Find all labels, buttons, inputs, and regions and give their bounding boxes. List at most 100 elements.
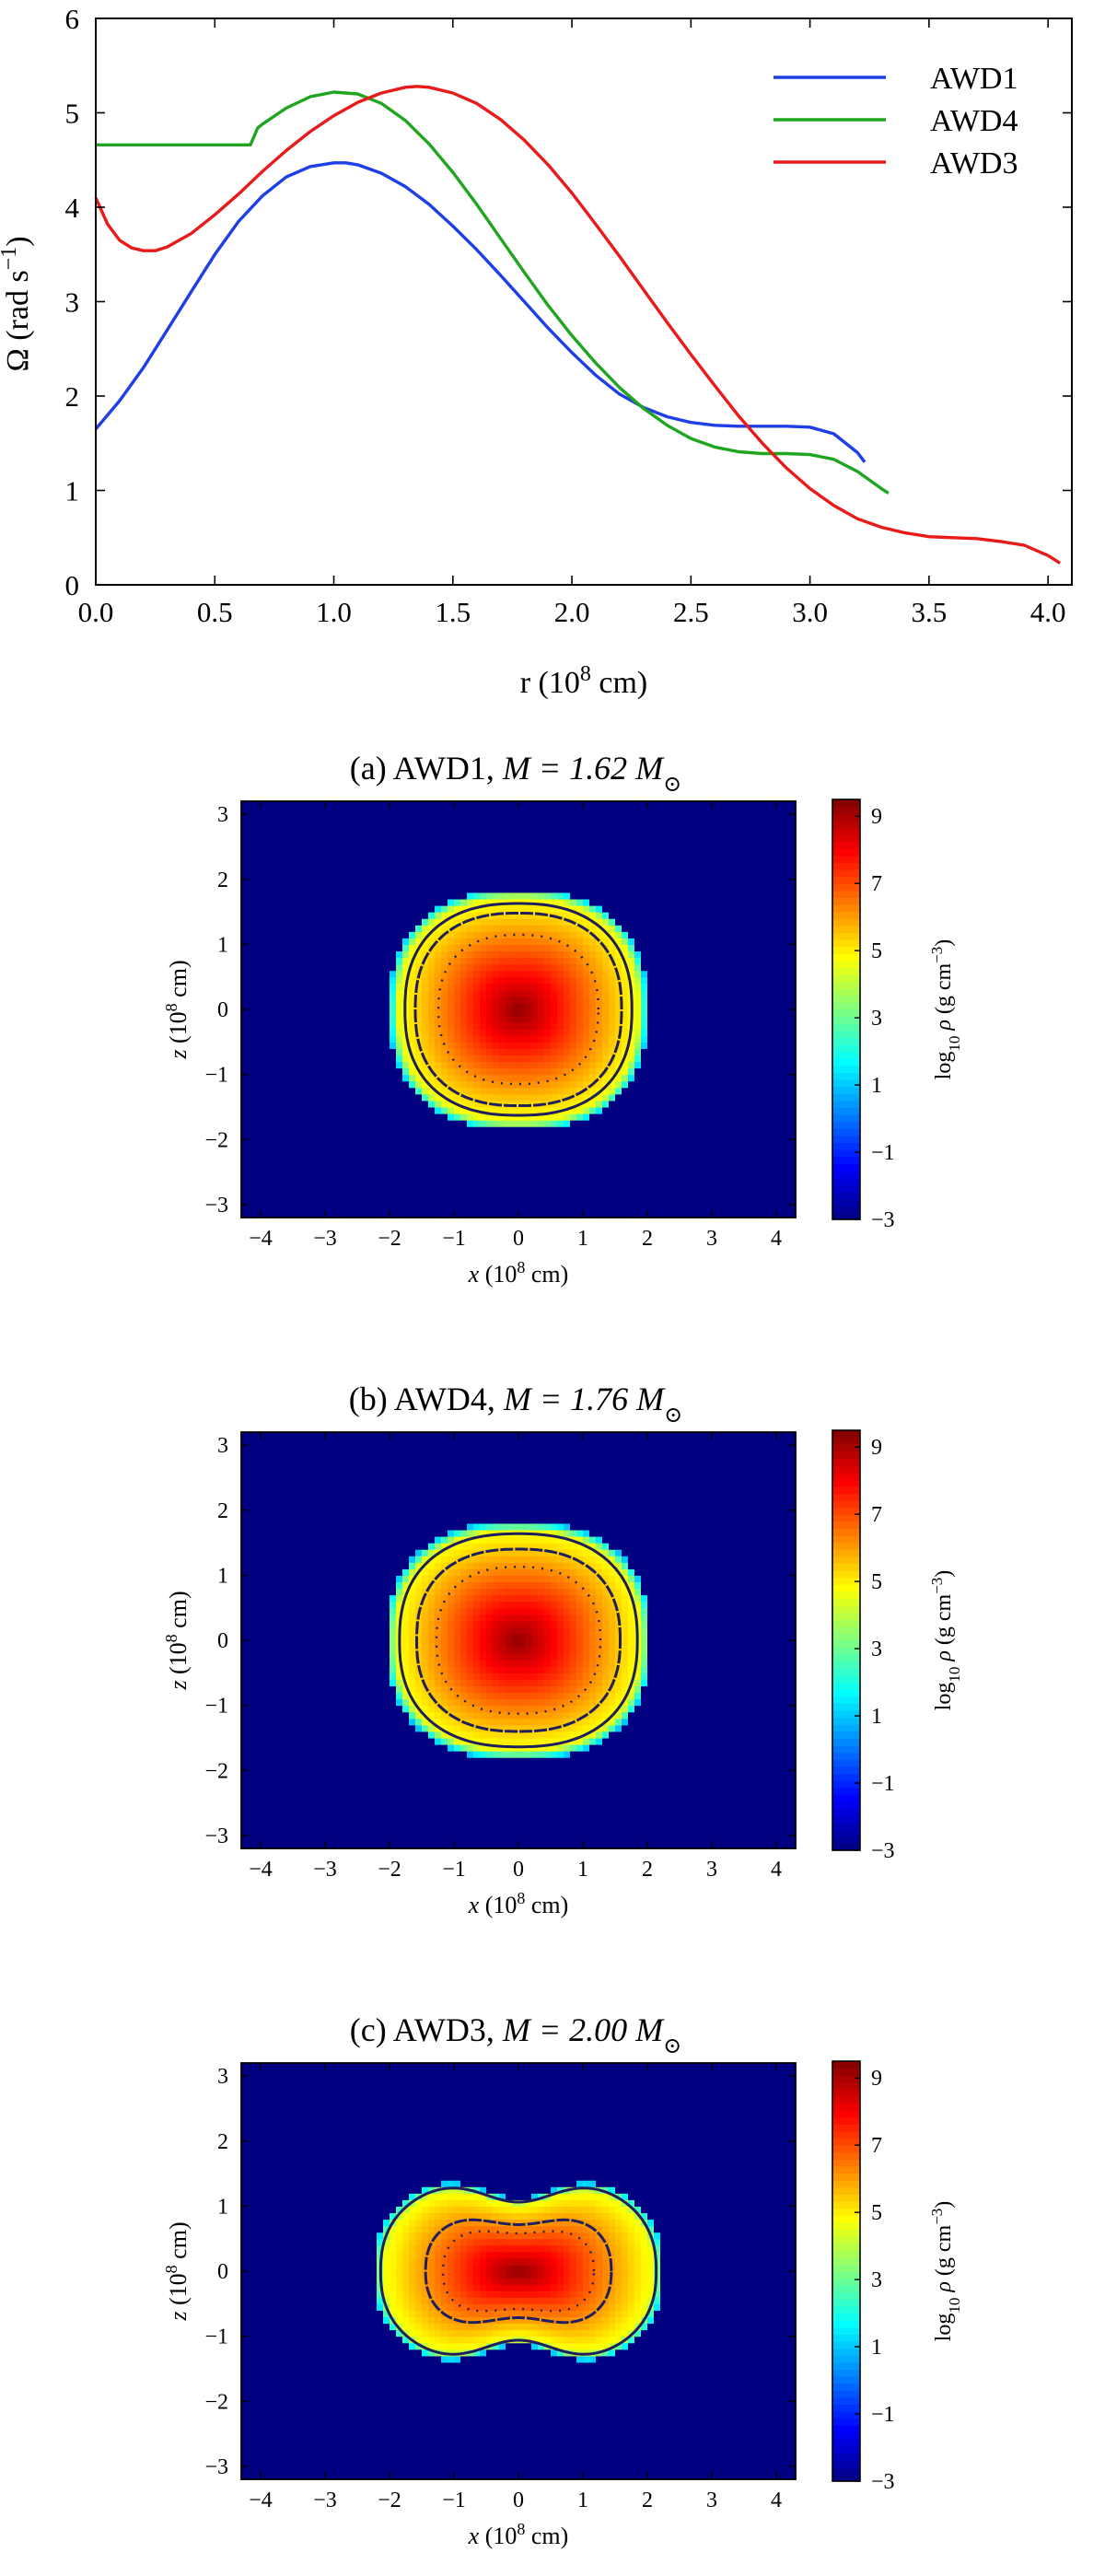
density-cell — [241, 1139, 249, 1147]
density-cell — [506, 1002, 513, 1010]
density-cell — [280, 1120, 287, 1127]
density-cell — [712, 970, 719, 978]
density-cell — [551, 1048, 558, 1056]
density-cell — [680, 1152, 687, 1160]
density-cell — [325, 1178, 332, 1186]
density-cell — [473, 983, 481, 991]
density-cell — [402, 1061, 410, 1069]
density-cell — [409, 1113, 416, 1121]
density-cell — [273, 912, 281, 919]
density-cell — [467, 1055, 474, 1063]
density-cell — [480, 1074, 487, 1082]
density-cell — [357, 1035, 365, 1043]
density-cell — [241, 808, 249, 815]
density-cell — [273, 879, 281, 887]
density-cell — [377, 931, 384, 938]
density-cell — [344, 866, 352, 874]
density-cell — [615, 827, 622, 834]
density-cell — [570, 1067, 577, 1076]
density-cell — [576, 859, 584, 868]
density-cell — [364, 925, 371, 932]
density-cell — [286, 808, 294, 815]
density-cell — [576, 1087, 584, 1095]
density-cell — [306, 1165, 313, 1173]
density-cell — [602, 1074, 610, 1082]
density-cell — [512, 853, 519, 861]
density-cell — [654, 1048, 661, 1056]
density-cell — [357, 1100, 365, 1108]
density-cell — [332, 892, 339, 900]
density-cell — [692, 1022, 700, 1030]
density-cell — [364, 1055, 371, 1063]
density-cell — [531, 1080, 539, 1089]
y-tick-label: 2 — [65, 380, 80, 413]
density-cell — [344, 1055, 352, 1063]
density-cell — [448, 1106, 455, 1114]
density-cell — [680, 1002, 687, 1010]
x-tick-label: 0.5 — [197, 596, 233, 628]
density-cell — [673, 1165, 680, 1173]
density-cell — [602, 879, 610, 887]
density-cell — [351, 833, 358, 841]
density-cell — [473, 1191, 481, 1199]
density-cell — [467, 892, 474, 900]
density-cell — [409, 1204, 416, 1212]
density-cell — [551, 996, 558, 1004]
density-cell — [570, 1178, 577, 1186]
density-cell — [338, 827, 345, 834]
density-cell — [383, 912, 390, 919]
density-cell — [402, 1178, 410, 1186]
density-cell — [267, 1184, 274, 1193]
density-cell — [286, 970, 294, 978]
density-cell — [557, 1080, 564, 1089]
density-cell — [286, 814, 294, 822]
density-cell — [448, 1146, 455, 1153]
density-cell — [667, 976, 674, 985]
density-cell — [506, 1171, 513, 1180]
density-cell — [480, 827, 487, 834]
density-cell — [673, 801, 680, 809]
density-cell — [473, 970, 481, 978]
density-cell — [364, 963, 371, 972]
density-cell — [712, 859, 719, 868]
density-cell — [525, 963, 532, 972]
density-cell — [338, 1113, 345, 1121]
density-cell — [273, 938, 281, 945]
x-tick-label: 1.5 — [435, 596, 471, 628]
density-cell — [467, 1080, 474, 1089]
density-cell — [338, 1074, 345, 1082]
density-cell — [454, 840, 461, 848]
density-cell — [261, 1022, 268, 1030]
density-cell — [686, 944, 693, 952]
density-cell — [725, 1093, 732, 1102]
density-cell — [319, 1204, 326, 1212]
density-cell — [570, 1048, 577, 1056]
density-cell — [409, 1184, 416, 1193]
density-cell — [280, 944, 287, 952]
density-cell — [460, 983, 468, 991]
density-cell — [460, 885, 468, 893]
density-cell — [280, 1152, 287, 1160]
density-cell — [518, 1016, 526, 1023]
density-cell — [454, 1022, 461, 1030]
density-cell — [422, 821, 429, 828]
density-cell — [409, 931, 416, 938]
density-cell — [248, 1184, 255, 1193]
density-cell — [390, 912, 397, 919]
density-cell — [634, 1204, 642, 1212]
density-cell — [383, 989, 390, 997]
density-cell — [364, 1133, 371, 1140]
density-cell — [435, 1093, 442, 1102]
density-cell — [518, 1067, 526, 1076]
density-cell — [673, 963, 680, 972]
density-cell — [680, 1087, 687, 1095]
density-cell — [680, 833, 687, 841]
density-cell — [428, 950, 436, 959]
density-cell — [660, 963, 668, 972]
density-cell — [280, 1016, 287, 1023]
density-cell — [486, 1106, 494, 1114]
density-cell — [493, 938, 500, 945]
density-cell — [538, 821, 545, 828]
density-cell — [570, 853, 577, 861]
density-cell — [634, 1184, 642, 1193]
